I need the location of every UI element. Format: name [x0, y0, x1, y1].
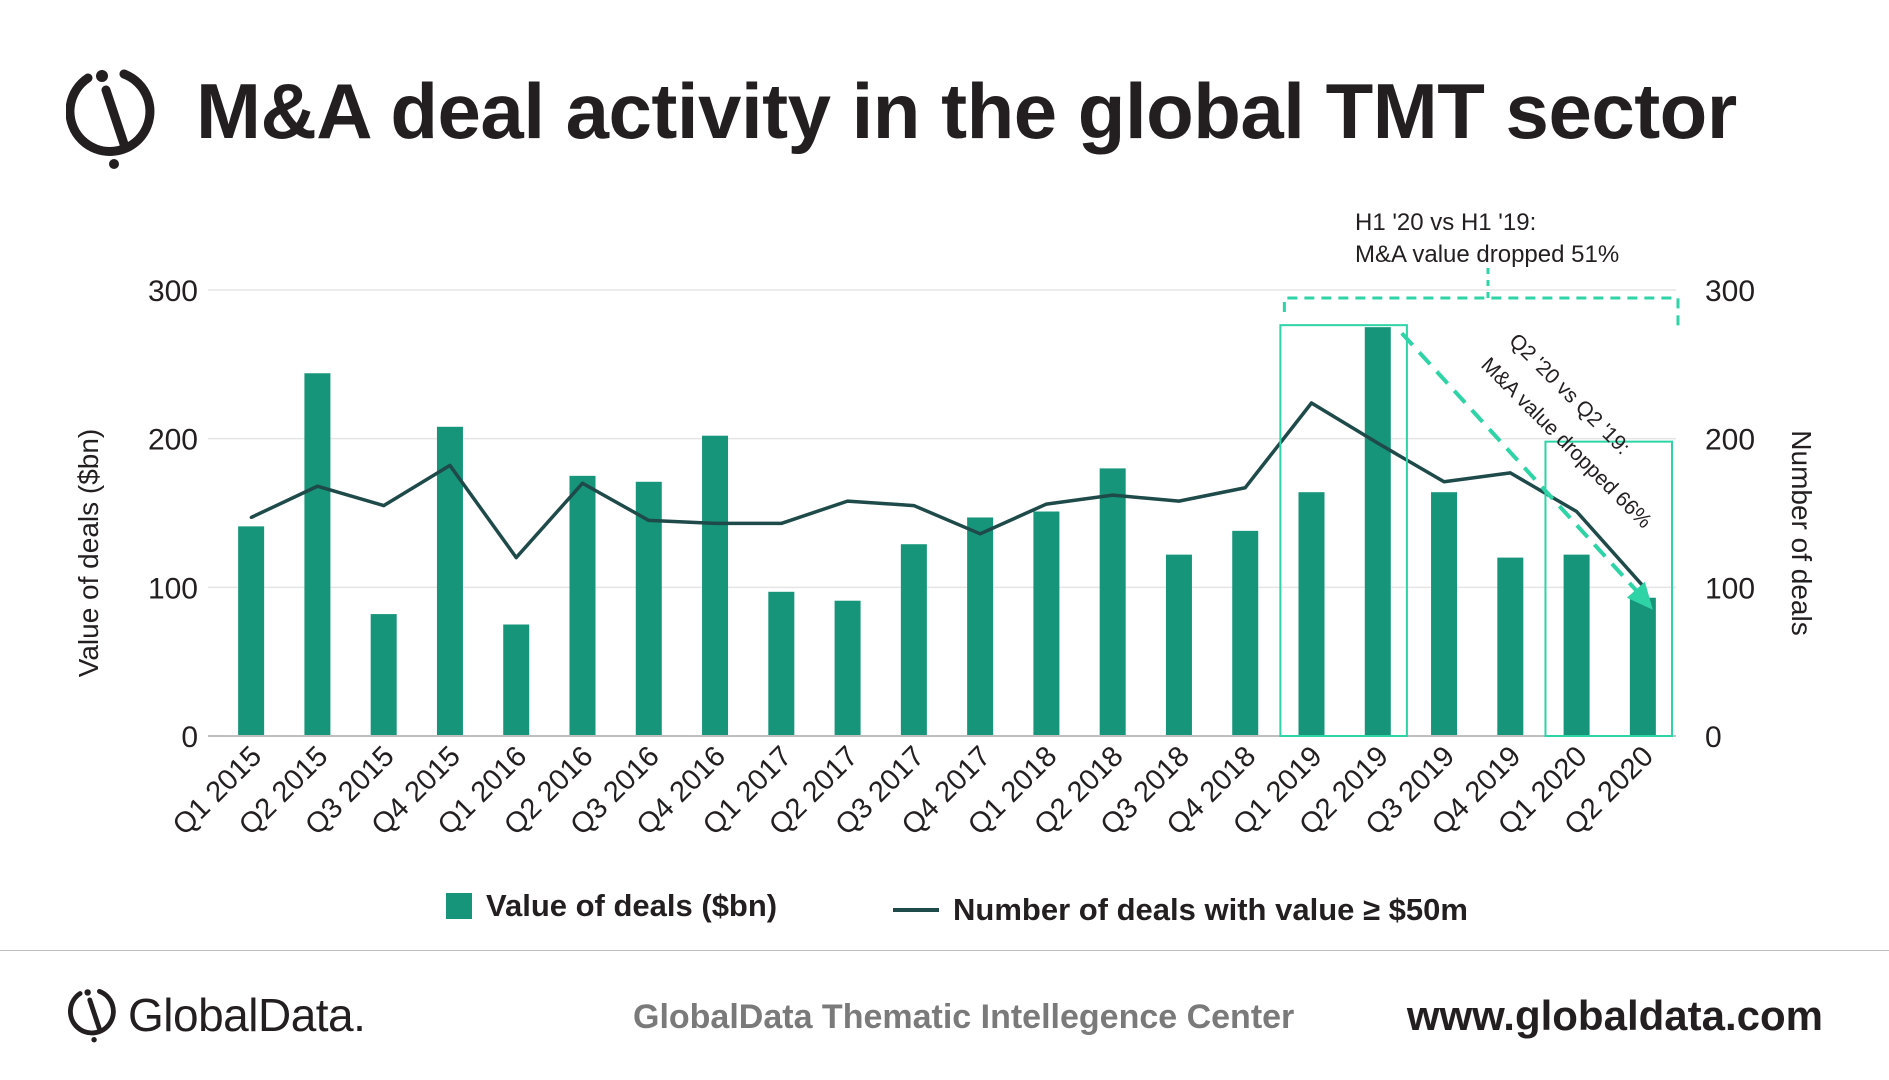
line-point [1310, 401, 1313, 405]
line-point [581, 481, 584, 485]
footer-url-link[interactable]: www.globaldata.com [1406, 992, 1823, 1039]
bar-q1-2020 [1563, 554, 1590, 736]
line-series [249, 401, 1645, 588]
line-point [249, 515, 253, 519]
line-point [779, 521, 783, 525]
line-point [1575, 510, 1579, 514]
bar-q4-2017 [967, 517, 994, 736]
line-point [1243, 486, 1247, 490]
legend-bar-swatch [446, 893, 472, 919]
q2-comparison-arrow [1400, 331, 1645, 600]
highlight-box-2019 [1279, 324, 1408, 738]
globaldata-logo-icon [66, 69, 155, 169]
line-point [1111, 493, 1115, 497]
bar-q3-2019 [1431, 492, 1458, 736]
footer-logo: GlobalData. [68, 986, 366, 1044]
line-point [912, 504, 916, 508]
bar-q3-2016 [635, 481, 662, 736]
bar-q2-2018 [1099, 468, 1126, 736]
y-axis-title: Value of deals ($bn) [73, 429, 104, 678]
axes: 0 100 200 300 0 100 200 300 Value of deals ($bn)… [73, 275, 1817, 842]
legend-line-swatch [893, 908, 939, 912]
h1-comparison-bracket [1282, 296, 1680, 328]
y2-axis-title: Number of deals [1786, 430, 1817, 635]
y2-tick-label: 300 [1705, 275, 1755, 308]
page-title: M&A deal activity in the global TMT sect… [196, 67, 1737, 155]
bar-q2-2015 [304, 373, 331, 736]
line-point [1177, 499, 1181, 503]
line-point [382, 504, 386, 508]
line-point [1508, 471, 1512, 475]
bar-q2-2020 [1629, 597, 1656, 736]
y-tick-label: 300 [148, 275, 198, 308]
legend-line-label: Number of deals with value ≥ $50m [953, 892, 1468, 927]
y2-tick-label: 200 [1705, 424, 1755, 457]
line-point [713, 521, 717, 525]
y-tick-label: 100 [148, 572, 198, 605]
legend-item-line: Number of deals with value ≥ $50m [893, 892, 1468, 928]
line-point [846, 499, 850, 503]
line-point [1376, 441, 1380, 445]
bar-q2-2019 [1364, 327, 1391, 736]
bar-q3-2018 [1165, 554, 1192, 736]
bar-q2-2016 [569, 475, 596, 736]
y2-tick-label: 100 [1705, 572, 1755, 605]
footer: GlobalData. GlobalData Thematic Intelleg… [0, 960, 1889, 1080]
annotation-h1-text: H1 '20 vs H1 '19: [1355, 209, 1536, 236]
bar-q1-2016 [503, 624, 530, 736]
highlight-box-2020 [1544, 440, 1674, 737]
bar-q1-2019 [1298, 492, 1325, 736]
line-point [514, 556, 518, 560]
bar-q3-2017 [900, 544, 927, 736]
globaldata-footer-logo-icon [68, 988, 116, 1043]
y-tick-label: 0 [181, 721, 198, 754]
arrow-head-icon [1626, 581, 1653, 610]
legend-item-bar: Value of deals ($bn) [446, 888, 777, 924]
line-point [1442, 480, 1446, 484]
bar-q1-2017 [768, 591, 795, 736]
footer-divider [0, 950, 1889, 951]
footer-brand: GlobalData. [128, 989, 366, 1041]
annotation-h1-text: M&A value dropped 51% [1355, 241, 1619, 268]
bar-q4-2015 [436, 426, 463, 736]
line-deals-count [250, 401, 1645, 588]
bar-q3-2015 [370, 614, 397, 736]
line-point [1044, 502, 1048, 506]
annotations: H1 '20 vs H1 '19:M&A value dropped 51%Q2… [1279, 209, 1680, 738]
footer-center-text: GlobalData Thematic Intellegence Center [633, 998, 1295, 1036]
bar-q4-2016 [702, 435, 729, 736]
header: M&A deal activity in the global TMT sect… [0, 0, 1889, 180]
chart-svg: 0 100 200 300 0 100 200 300 Value of deals ($bn)… [73, 209, 1817, 842]
bar-q4-2019 [1497, 557, 1524, 736]
line-point [978, 532, 982, 536]
line-point [315, 484, 319, 488]
bar-q1-2015 [238, 526, 265, 736]
bar-q4-2018 [1232, 530, 1259, 736]
bar-q1-2018 [1033, 511, 1060, 736]
y2-tick-label: 0 [1705, 721, 1722, 754]
bar-series [238, 327, 1656, 736]
legend-bar-label: Value of deals ($bn) [486, 888, 778, 923]
legend: Value of deals ($bn) Number of deals wit… [0, 888, 1889, 938]
line-point [448, 463, 452, 467]
line-point [647, 518, 651, 522]
chart-area: 0 100 200 300 0 100 200 300 Value of deals ($bn)… [0, 180, 1889, 950]
y-tick-label: 200 [148, 424, 198, 457]
bar-q2-2017 [834, 600, 861, 736]
